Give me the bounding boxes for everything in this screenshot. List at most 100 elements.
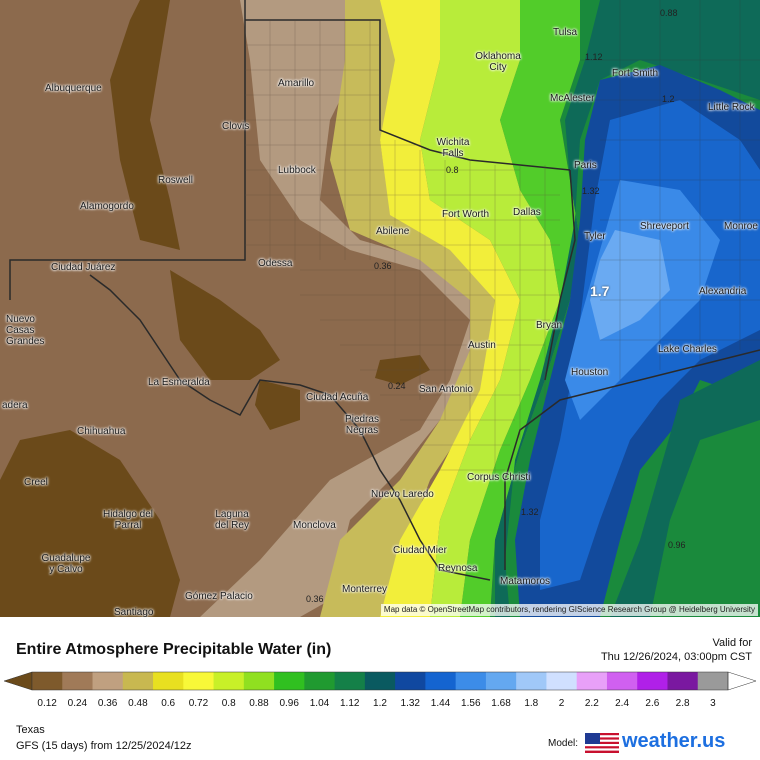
contour-label: 0.96 bbox=[668, 540, 686, 550]
city-label: Matamoros bbox=[500, 576, 551, 587]
brand-logo[interactable]: weather.us bbox=[622, 730, 726, 752]
legend-tick-label: 0.36 bbox=[97, 698, 118, 709]
city-label: Tyler bbox=[584, 231, 606, 242]
contour-label: 0.8 bbox=[446, 165, 459, 175]
product-title: Entire Atmosphere Precipitable Water (in… bbox=[16, 641, 332, 658]
legend-swatch bbox=[334, 672, 366, 690]
city-label: Abilene bbox=[376, 226, 410, 237]
legend-swatch bbox=[122, 672, 154, 690]
legend-swatch bbox=[546, 672, 578, 690]
legend-tick-label: 0.96 bbox=[279, 698, 299, 709]
valid-time: Thu 12/26/2024, 03:00pm CST bbox=[600, 651, 752, 663]
city-label: Santiago bbox=[114, 607, 154, 617]
legend-tick-label: 1.12 bbox=[340, 698, 360, 709]
legend-outline bbox=[31, 671, 729, 691]
pw-0.12-southwest bbox=[0, 430, 180, 617]
legend-swatch bbox=[455, 672, 487, 690]
city-label: Oklahoma City bbox=[475, 51, 521, 73]
pw-0.12-blob bbox=[255, 380, 300, 430]
region-label: Texas bbox=[16, 724, 45, 736]
legend-arrow-high bbox=[727, 671, 757, 691]
contour-label: 1.32 bbox=[521, 507, 539, 517]
city-label: La Esmeralda bbox=[148, 377, 210, 388]
city-label: Hidalgo del Parral bbox=[102, 509, 154, 531]
legend-swatch bbox=[364, 672, 396, 690]
legend-swatch bbox=[576, 672, 608, 690]
city-label: Reynosa bbox=[438, 563, 478, 574]
city-label: Roswell bbox=[158, 175, 194, 186]
city-label: Chihuahua bbox=[77, 426, 126, 437]
contour-label: 1.12 bbox=[585, 52, 603, 62]
pw-1.68-core bbox=[590, 230, 670, 340]
legend-tick-label: 0.6 bbox=[161, 698, 176, 709]
city-label: Monroe bbox=[724, 221, 758, 232]
legend-tick-label: 1.04 bbox=[309, 698, 330, 709]
legend-swatch bbox=[697, 672, 729, 690]
city-label: San Antonio bbox=[419, 384, 473, 395]
city-label: McAlester bbox=[550, 93, 595, 104]
city-label: Lubbock bbox=[278, 165, 316, 176]
legend-swatch bbox=[92, 672, 124, 690]
city-label: Nuevo Laredo bbox=[371, 489, 434, 500]
city-label: adera bbox=[2, 400, 28, 411]
city-label: Piedras Negras bbox=[345, 414, 379, 436]
legend-tick-label: 1.8 bbox=[524, 698, 539, 709]
legend-swatch bbox=[606, 672, 638, 690]
legend-tick-label: 1.32 bbox=[400, 698, 420, 709]
city-label: Alexandria bbox=[699, 286, 747, 297]
city-label: Nuevo Casas Grandes bbox=[6, 314, 45, 347]
legend-tick-label: 1.2 bbox=[373, 698, 387, 709]
pw-0.88-band bbox=[420, 0, 560, 617]
city-label: Ciudad Acuña bbox=[306, 392, 369, 403]
city-label: Lake Charles bbox=[658, 344, 717, 355]
legend-tick-label: 2.6 bbox=[645, 698, 660, 709]
city-label: Monclova bbox=[293, 520, 336, 531]
legend-tick-label: 0.8 bbox=[221, 698, 236, 709]
legend-swatch bbox=[304, 672, 336, 690]
legend-swatch bbox=[274, 672, 305, 690]
map-layer bbox=[0, 0, 760, 617]
pw-1.04-band bbox=[460, 0, 600, 617]
legend-swatch bbox=[637, 672, 668, 690]
city-label: Dallas bbox=[513, 207, 541, 218]
city-label: Little Rock bbox=[708, 102, 755, 113]
valid-time-block: Valid for Thu 12/26/2024, 03:00pm CST bbox=[601, 636, 752, 664]
legend-tick-label: 0.88 bbox=[249, 698, 269, 709]
legend-swatch bbox=[153, 672, 184, 690]
pw-1.12-teal bbox=[495, 0, 760, 617]
legend-swatch bbox=[183, 672, 215, 690]
city-label: Ciudad Mier bbox=[393, 545, 447, 556]
legend-swatch bbox=[516, 672, 547, 690]
contour-label: 1.2 bbox=[662, 94, 675, 104]
legend-swatch bbox=[62, 672, 94, 690]
legend-tick-label: 0.24 bbox=[67, 698, 88, 709]
legend-swatch bbox=[667, 672, 699, 690]
legend-swatch bbox=[32, 672, 63, 690]
legend-swatch bbox=[243, 672, 275, 690]
model-run-label: GFS (15 days) from 12/25/2024/12z bbox=[16, 740, 192, 752]
pw-0.6-band bbox=[320, 0, 510, 617]
city-label: Bryan bbox=[536, 320, 563, 331]
city-label: Ciudad Juárez bbox=[51, 262, 116, 273]
pw-0.12-streak-mid bbox=[170, 270, 280, 380]
city-label: Austin bbox=[468, 340, 496, 351]
contour-label: 0.36 bbox=[374, 261, 392, 271]
pw-0.72-band bbox=[380, 0, 520, 617]
legend-tick-label: 0.72 bbox=[188, 698, 209, 709]
legend-tick-label: 0.12 bbox=[37, 698, 57, 709]
legend-tick-label: 2 bbox=[558, 698, 565, 709]
city-label: Guadalupe y Calvo bbox=[41, 553, 91, 575]
color-legend bbox=[3, 671, 757, 691]
model-label: Model: bbox=[548, 738, 579, 749]
legend-tick-label: 1.68 bbox=[491, 698, 511, 709]
city-label: Creel bbox=[24, 477, 48, 488]
city-label: Alamogordo bbox=[80, 201, 134, 212]
gulf-green bbox=[650, 420, 760, 617]
city-label: Laguna del Rey bbox=[215, 509, 249, 531]
legend-swatch bbox=[213, 672, 245, 690]
city-label: Shreveport bbox=[640, 221, 689, 232]
city-label: Tulsa bbox=[553, 27, 578, 38]
legend-tick-label: 2.8 bbox=[675, 698, 690, 709]
city-label: Houston bbox=[571, 367, 609, 378]
map-attribution[interactable]: Map data © OpenStreetMap contributors, r… bbox=[380, 604, 758, 616]
